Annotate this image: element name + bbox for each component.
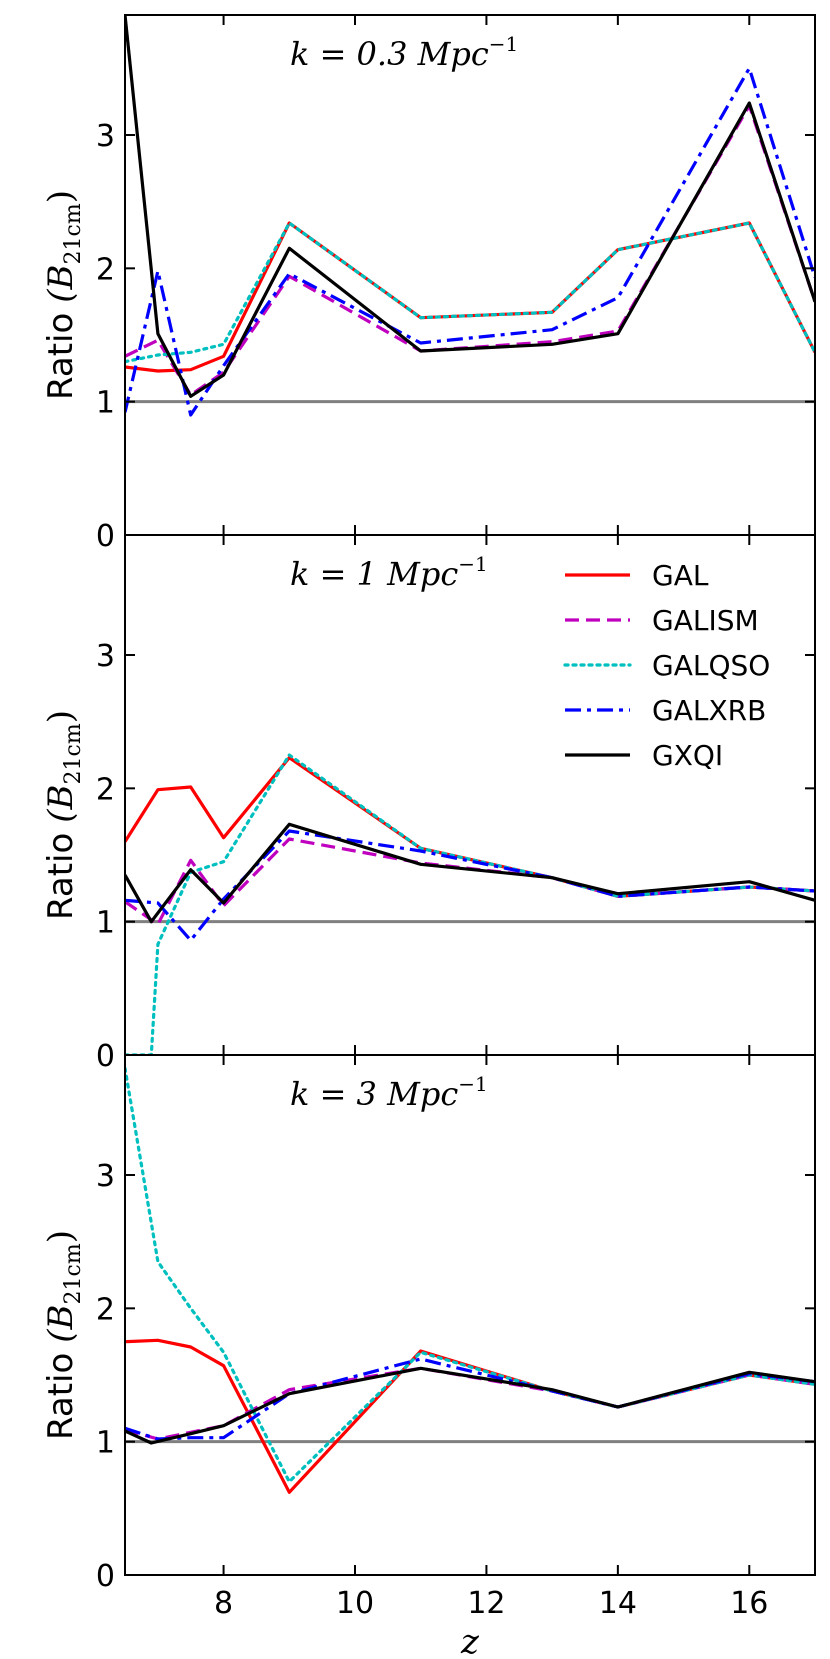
y-tick-label: 3 <box>96 119 115 154</box>
series-line-galxrb <box>125 829 815 942</box>
legend-label-galqso: GALQSO <box>652 649 770 682</box>
y-axis-label-math: (B <box>41 784 81 822</box>
legend-label-galxrb: GALXRB <box>652 694 766 727</box>
series-line-gxqi <box>125 1366 815 1445</box>
x-tick-label: 10 <box>336 1586 374 1621</box>
y-tick-label: 3 <box>96 1159 115 1194</box>
panel-title-text: k = 1 Mpc <box>290 555 458 593</box>
legend-label-gal: GAL <box>652 559 709 592</box>
y-axis-label: Ratio (B21cm) <box>41 190 86 400</box>
series-line-galism <box>125 104 815 397</box>
y-axis-label-math: (B <box>41 1304 81 1342</box>
series-line-gxqi <box>125 822 815 924</box>
series-line-gal <box>125 756 815 898</box>
series-line-galqso <box>125 753 815 1055</box>
y-axis-label-text: Ratio <box>41 313 81 400</box>
y-tick-label: 0 <box>96 1039 115 1074</box>
y-axis-label: Ratio (B21cm) <box>41 1230 86 1440</box>
y-axis-label-sub: 21cm <box>61 1243 86 1304</box>
y-axis-label-sub: 21cm <box>61 723 86 784</box>
series-line-galism <box>125 837 815 926</box>
x-tick-label: 16 <box>730 1586 768 1621</box>
series-group <box>125 753 815 1055</box>
series-line-galqso <box>125 1066 815 1484</box>
panel-title-text: k = 3 Mpc <box>290 1075 458 1113</box>
y-tick-label: 3 <box>96 639 115 674</box>
y-tick-label: 0 <box>96 1559 115 1594</box>
panel-title: k = 0.3 Mpc−1 <box>290 32 518 73</box>
y-tick-label: 1 <box>96 906 115 941</box>
x-tick-label: 12 <box>467 1586 505 1621</box>
series-group <box>125 1066 815 1494</box>
panel-frame <box>124 14 816 536</box>
y-tick-label: 2 <box>96 772 115 807</box>
y-axis-label: Ratio (B21cm) <box>41 710 86 920</box>
series-line-galism <box>125 1366 815 1441</box>
y-axis-label-sub: 21cm <box>61 203 86 264</box>
x-axis-label: z <box>460 1622 480 1659</box>
x-tick-label: 14 <box>599 1586 637 1621</box>
y-tick-label: 1 <box>96 1426 115 1461</box>
y-tick-label: 2 <box>96 1292 115 1327</box>
series-line-galxrb <box>125 1357 815 1441</box>
panel-title-sup: −1 <box>489 32 518 56</box>
y-tick-label: 2 <box>96 252 115 287</box>
series-line-gxqi <box>125 15 815 398</box>
y-tick-label: 0 <box>96 519 115 554</box>
panel-1: 0 1 2 3 k = 0.3 Mpc−1 Ratio (B21cm) <box>41 14 816 554</box>
y-axis-label-math: (B <box>41 264 81 302</box>
y-axis-label-text: Ratio <box>41 833 81 920</box>
panel-title-sup: −1 <box>458 552 487 576</box>
panel-title: k = 1 Mpc−1 <box>290 552 488 593</box>
panel-title: k = 3 Mpc−1 <box>290 1072 488 1113</box>
y-axis-label-text: Ratio <box>41 1353 81 1440</box>
series-group <box>125 15 815 417</box>
x-tick-label: 8 <box>214 1586 233 1621</box>
y-axis-label-close: ) <box>41 710 81 723</box>
legend-label-galism: GALISM <box>652 604 759 637</box>
panel-2: 0 1 2 3 k = 1 Mpc−1 Ratio (B21cm) <box>41 534 816 1074</box>
legend-label-gxqi: GXQI <box>652 739 723 772</box>
panel-frame <box>124 1054 816 1576</box>
y-axis-label-close: ) <box>41 190 81 203</box>
series-line-galqso <box>125 221 815 364</box>
panel-3: 0 1 2 3 k = 3 Mpc−1 Ratio (B21cm) <box>41 1054 816 1594</box>
series-line-galxrb <box>125 66 815 417</box>
panel-title-sup: −1 <box>458 1072 487 1096</box>
y-axis-label-close: ) <box>41 1230 81 1243</box>
legend: GAL GALISM GALQSO GALXRB GXQI <box>563 559 770 772</box>
panel-title-text: k = 0.3 Mpc <box>290 35 489 73</box>
y-tick-label: 1 <box>96 386 115 421</box>
